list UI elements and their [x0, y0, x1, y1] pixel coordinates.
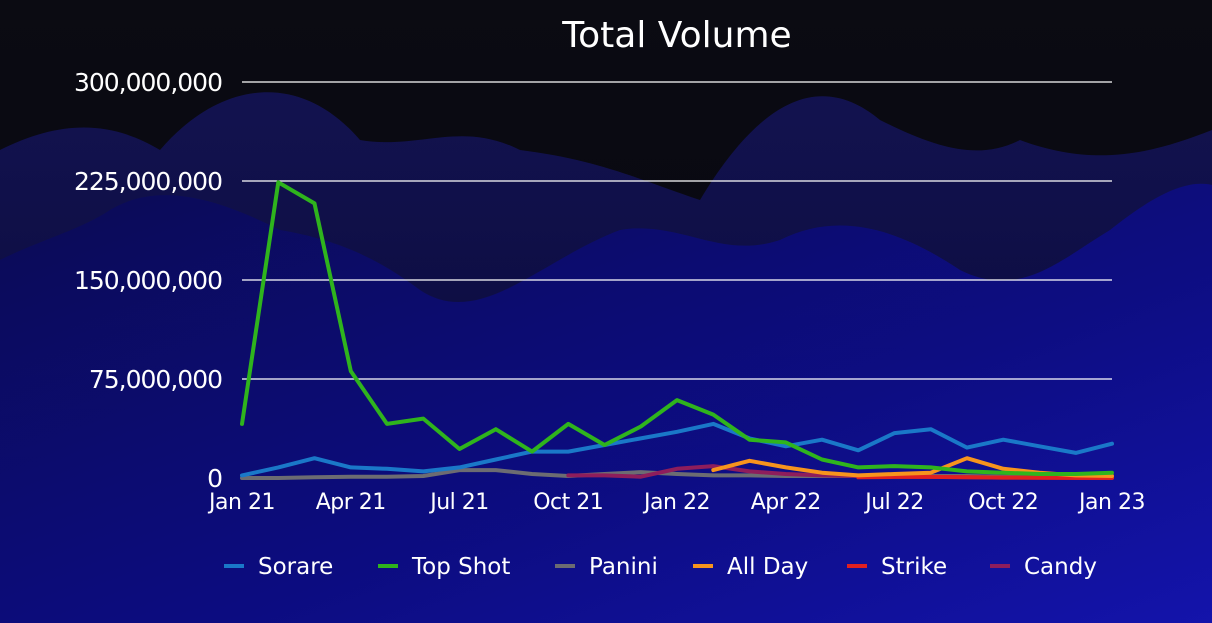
- y-tick-label: 225,000,000: [74, 167, 222, 196]
- legend-label: Sorare: [258, 554, 333, 580]
- legend-item-top-shot: Top Shot: [378, 554, 510, 580]
- y-axis-ticks: 0 75,000,000 150,000,000 225,000,000 300,000…: [74, 68, 223, 493]
- x-tick-label: Oct 22: [968, 490, 1038, 515]
- legend-item-strike: Strike: [847, 554, 947, 580]
- x-tick-label: Apr 21: [316, 490, 386, 515]
- legend-label: All Day: [727, 554, 808, 580]
- series-line-top-shot: [240, 180, 1114, 476]
- legend-label: Top Shot: [411, 554, 510, 580]
- y-tick-label: 75,000,000: [89, 365, 222, 394]
- legend-label: Strike: [881, 554, 947, 580]
- x-tick-label: Jul 22: [863, 490, 924, 515]
- x-tick-label: Jan 22: [642, 490, 710, 515]
- y-tick-label: 150,000,000: [74, 266, 222, 295]
- legend-label: Candy: [1024, 554, 1097, 580]
- legend-item-sorare: Sorare: [224, 554, 333, 580]
- legend: Sorare Top Shot Panini All Day Strike Candy: [224, 554, 1097, 580]
- legend-item-panini: Panini: [555, 554, 658, 580]
- x-tick-label: Jul 21: [428, 490, 489, 515]
- legend-item-all-day: All Day: [693, 554, 808, 580]
- legend-label: Panini: [589, 554, 658, 580]
- legend-item-candy: Candy: [990, 554, 1097, 580]
- series-line-strike: [856, 474, 1114, 480]
- y-tick-label: 300,000,000: [74, 68, 222, 97]
- series-lines: [240, 180, 1114, 480]
- x-tick-label: Jan 21: [207, 490, 275, 515]
- gridlines: [242, 81, 1112, 380]
- x-tick-label: Jan 23: [1077, 490, 1145, 515]
- x-tick-label: Oct 21: [533, 490, 603, 515]
- chart-title: Total Volume: [561, 15, 791, 56]
- y-tick-label: 0: [207, 464, 222, 493]
- x-axis-ticks: Jan 21 Apr 21 Jul 21 Oct 21 Jan 22 Apr 22 Jul …: [207, 490, 1145, 515]
- x-tick-label: Apr 22: [751, 490, 821, 515]
- series-line-sorare: [240, 421, 1114, 478]
